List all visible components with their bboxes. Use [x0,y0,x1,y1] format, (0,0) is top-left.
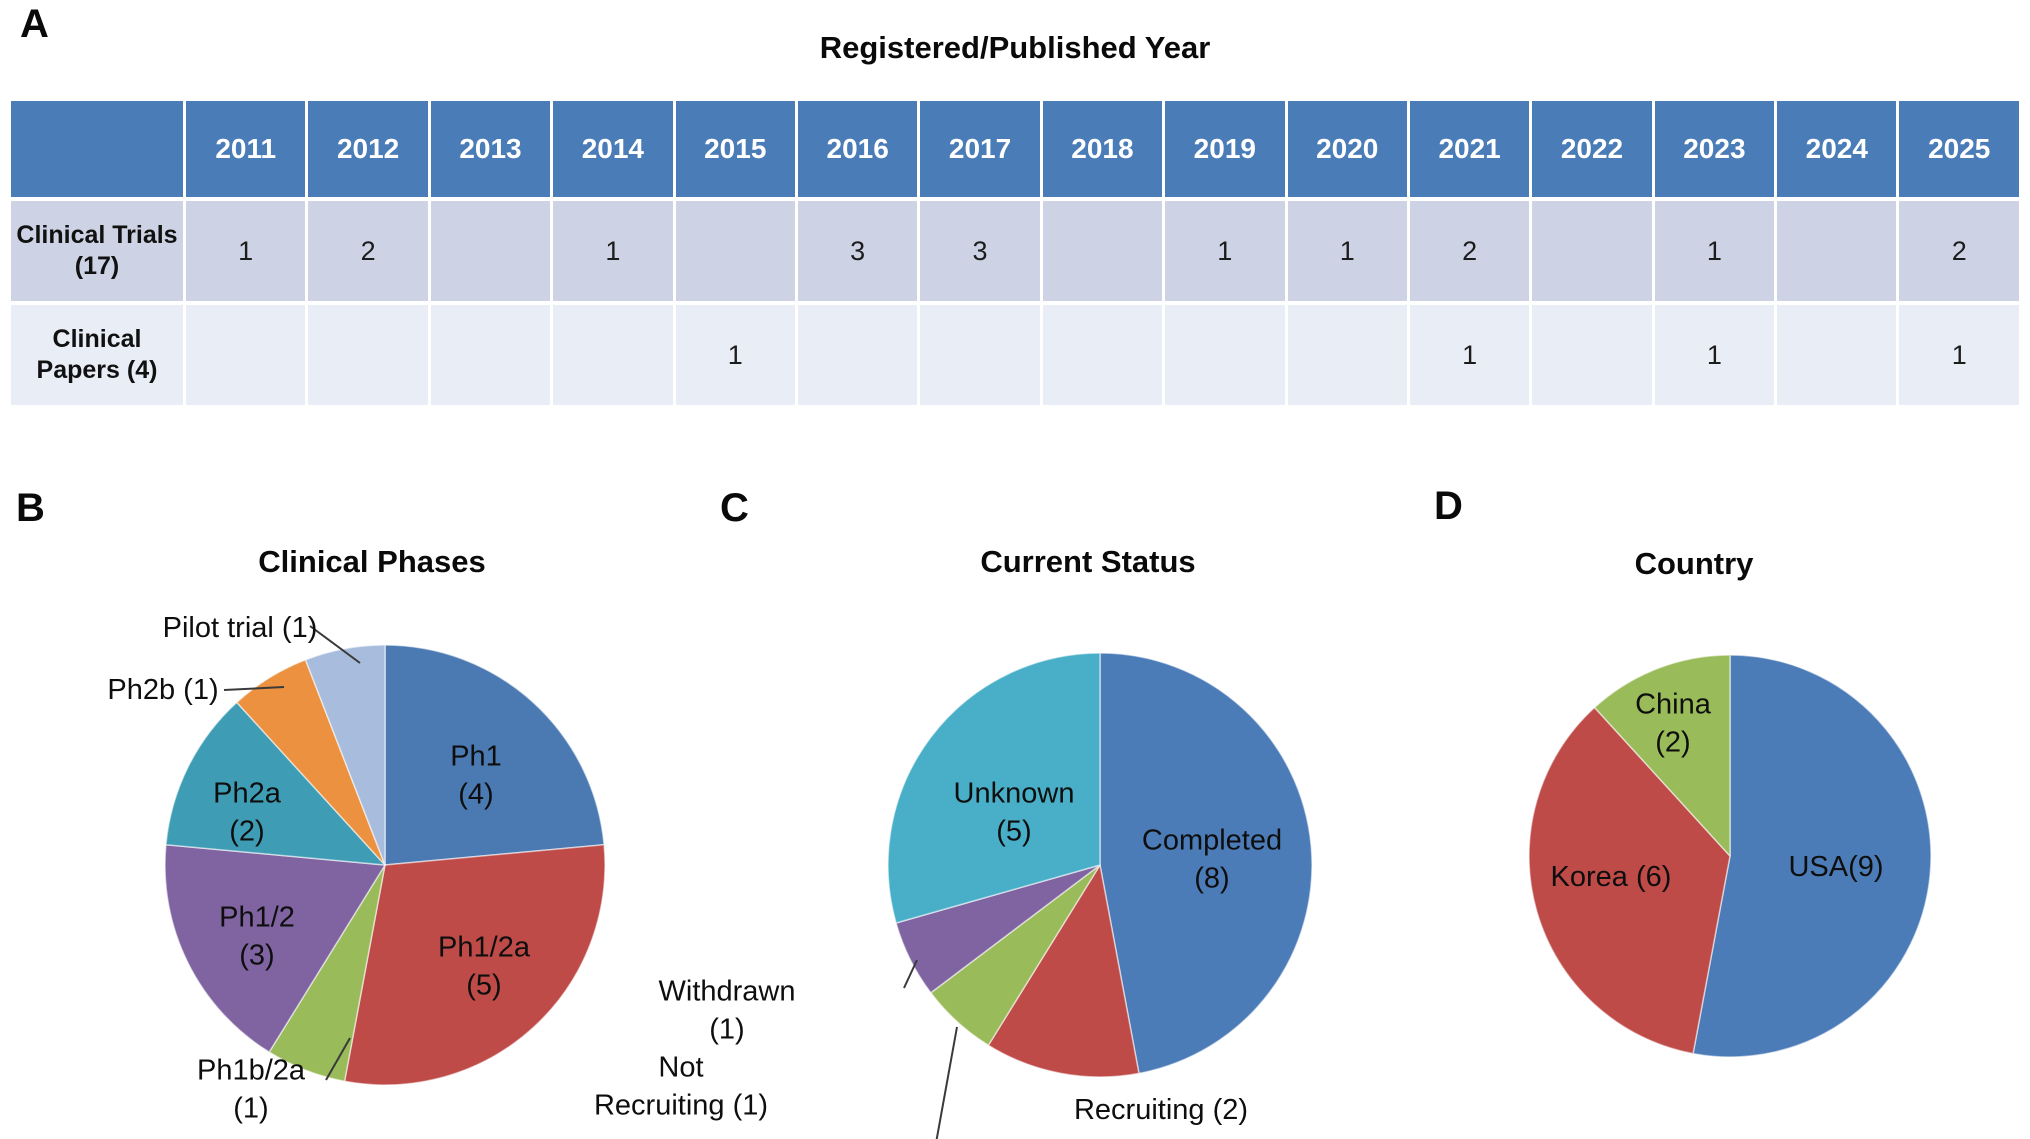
table-year-header: 2025 [1899,101,2019,197]
table-value-cell [1042,201,1163,301]
pie-chart-country [1528,654,1932,1058]
table-year-header: 2022 [1532,101,1652,197]
pie-b-title: Clinical Phases [258,544,486,579]
pie-slice-recruiting [987,864,1140,1078]
panel-letter-a: A [20,2,49,46]
table-value-cell [308,305,428,405]
pie-slice-completed [1099,652,1313,1075]
table-value-cell [1287,305,1407,405]
table-value-cell [186,305,306,405]
table-year-header: 2012 [308,101,428,197]
panel-letter-b: B [16,486,45,530]
table-value-cell: 3 [797,201,918,301]
pie-b-label-ph1-2a: Ph1/2a (5) [438,931,530,1001]
table-year-header: 2016 [797,101,918,197]
table-value-cell: 1 [1654,305,1775,405]
table-value-cell [797,305,918,405]
table-value-cell: 1 [553,201,673,301]
pie-b-label-ph1: Ph1 (4) [450,740,502,810]
table-value-cell [1532,305,1652,405]
registered-published-year-table: 2011 2012 2013 2014 2015 2016 2017 2018 2019 2020… [8,97,2022,409]
pie-c-label-not-recruiting: Not Recruiting (1) [593,1051,769,1121]
pie-slice-korea [1528,706,1731,1055]
table-value-cell [675,201,795,301]
table-title: Registered/Published Year [819,30,1211,65]
table-value-cell: 2 [1409,201,1530,301]
table-value-cell [553,305,673,405]
pie-b-label-ph1b-2a: Ph1b/2a (1) [196,1054,306,1124]
pie-slice-unknown [887,652,1101,924]
table-value-cell: 1 [675,305,795,405]
table-year-header: 2011 [186,101,306,197]
table-value-cell: 1 [1165,201,1285,301]
table-year-header: 2021 [1409,101,1530,197]
table-year-header: 2013 [430,101,551,197]
pie-slice-usa [1692,654,1932,1058]
pie-slice-ph2a [165,701,386,866]
table-year-header: 2019 [1165,101,1285,197]
table-value-cell: 2 [1899,201,2019,301]
pie-b-label-ph2b: Ph2b (1) [107,674,219,707]
table-value-cell: 1 [1654,201,1775,301]
table-value-cell [430,305,551,405]
pie-d-title: Country [1634,546,1754,581]
table-value-cell: 1 [1287,201,1407,301]
pie-d-label-korea: Korea (6) [1550,861,1672,894]
table-value-cell [1532,201,1652,301]
table-year-header: 2023 [1654,101,1775,197]
table-header-row: 2011 2012 2013 2014 2015 2016 2017 2018 2019 2020… [11,101,2019,197]
pie-slice-ph1 [384,644,605,866]
panel-letter-c: C [720,486,749,530]
table-value-cell: 1 [1899,305,2019,405]
pie-chart-current-status [887,652,1313,1078]
pie-d-label-china: China (2) [1635,688,1711,758]
table-corner-cell [11,101,183,197]
pie-c-label-withdrawn: Withdrawn (1) [658,975,796,1045]
table-year-header: 2020 [1287,101,1407,197]
pie-slice-ph1-2a [343,843,606,1086]
table-year-header: 2014 [553,101,673,197]
pie-chart-clinical-phases [164,644,606,1086]
table-year-header: 2017 [920,101,1040,197]
pie-c-title: Current Status [980,544,1196,579]
pie-b-label-ph2a: Ph2a (2) [213,777,281,847]
pie-slice-china [1593,654,1731,857]
pie-slice-ph1-2 [164,843,386,1053]
table-value-cell [1042,305,1163,405]
table-row: Clinical Trials (17) 1 2 1 3 3 1 1 2 1 2 [11,201,2019,301]
table-row-label: Clinical Trials (17) [11,201,183,301]
panel-letter-d: D [1434,484,1463,528]
table-value-cell [1165,305,1285,405]
pie-c-label-unknown: Unknown (5) [953,777,1075,847]
pie-b-label-ph1-2: Ph1/2 (3) [219,901,295,971]
table-year-header: 2015 [675,101,795,197]
pie-d-label-usa: USA(9) [1788,851,1884,884]
table-year-header: 2024 [1777,101,1897,197]
table-row: Clinical Papers (4) 1 1 1 1 [11,305,2019,405]
table-value-cell [1777,201,1897,301]
table-value-cell [920,305,1040,405]
pie-b-label-pilot-trial: Pilot trial (1) [162,612,318,645]
table-value-cell [430,201,551,301]
table-row-label: Clinical Papers (4) [11,305,183,405]
pie-c-label-recruiting: Recruiting (2) [1073,1094,1249,1127]
pie-c-label-completed: Completed (8) [1141,824,1283,894]
table-value-cell: 3 [920,201,1040,301]
table-year-header: 2018 [1042,101,1163,197]
table-value-cell: 2 [308,201,428,301]
table-value-cell: 1 [1409,305,1530,405]
table-value-cell: 1 [186,201,306,301]
table-value-cell [1777,305,1897,405]
